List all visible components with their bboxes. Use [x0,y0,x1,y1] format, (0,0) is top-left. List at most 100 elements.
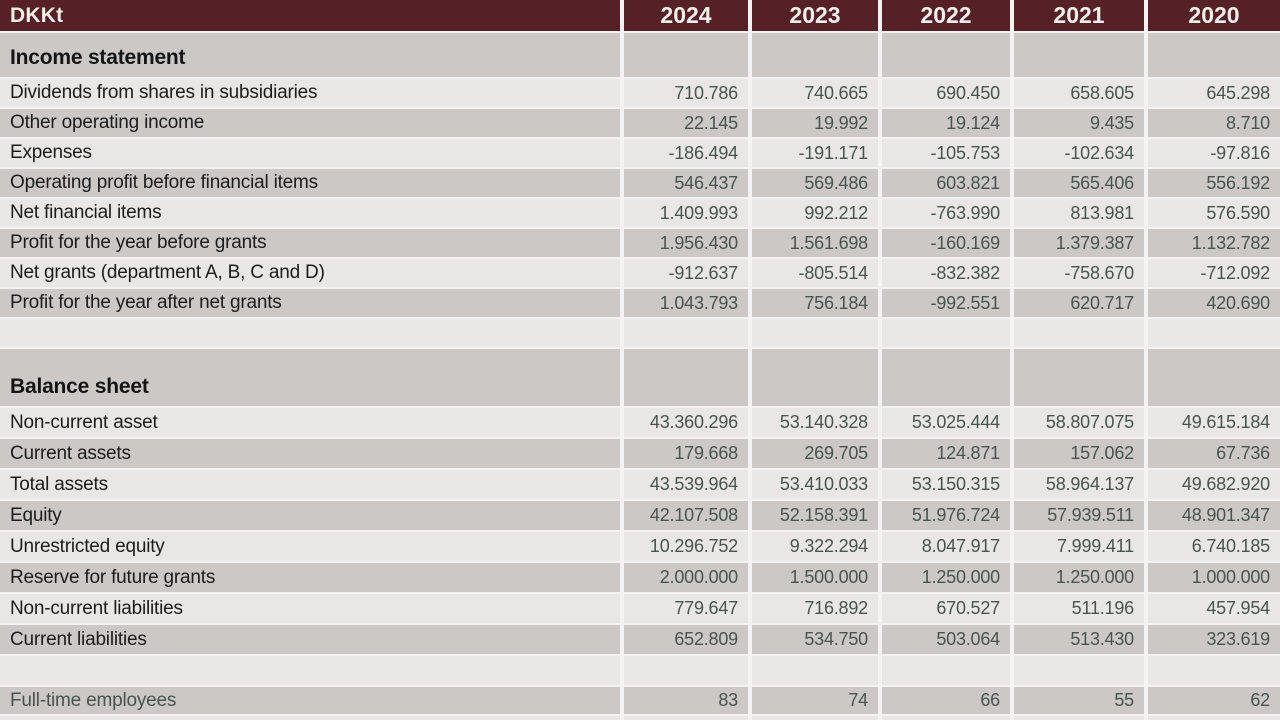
value-2022: -160.169 [882,229,1010,257]
year-column-2022: 2022 [882,0,1010,31]
value-2022: 124.871 [882,439,1010,468]
empty-cell [624,319,748,347]
value-2023: 52.158.391 [752,501,878,530]
value-2022: 19.124 [882,109,1010,137]
value-2023: 53.140.328 [752,408,878,437]
empty-cell [752,656,878,685]
row-label: Operating profit before financial items [0,169,620,197]
value-2022: 670.527 [882,594,1010,623]
value-2024: 43.360.296 [624,408,748,437]
row-label: Non-current asset [0,408,620,437]
empty-cell [0,319,620,347]
value-2023: 992.212 [752,199,878,227]
row-label: Current liabilities [0,625,620,654]
table-row-operating-profit: Operating profit before financial items … [0,169,1280,199]
value-2023: 756.184 [752,289,878,317]
value-2024: 10.296.752 [624,532,748,561]
table-row-other-operating-income: Other operating income 22.145 19.992 19.… [0,109,1280,139]
value-2021: 511.196 [1014,594,1144,623]
value-2022: 8.047.917 [882,532,1010,561]
empty-cell [1014,656,1144,685]
value-2021: -102.634 [1014,139,1144,167]
value-2022: 1.250.000 [882,563,1010,592]
value-2021: 658.605 [1014,79,1144,107]
value-2023: 569.486 [752,169,878,197]
value-2023: 74 [752,687,878,714]
empty-cell [1014,716,1144,720]
table-header-row: DKKt 2024 2023 2022 2021 2020 [0,0,1280,33]
row-label: Net financial items [0,199,620,227]
value-2024: 22.145 [624,109,748,137]
empty-cell [1148,716,1280,720]
value-2023: 53.410.033 [752,470,878,499]
value-2023: 19.992 [752,109,878,137]
year-column-2021: 2021 [1014,0,1144,31]
table-row-expenses: Expenses -186.494 -191.171 -105.753 -102… [0,139,1280,169]
empty-cell [1014,33,1144,77]
value-2021: 813.981 [1014,199,1144,227]
value-2021: 157.062 [1014,439,1144,468]
unit-label: DKKt [0,0,620,31]
empty-cell [1148,33,1280,77]
value-2022: -992.551 [882,289,1010,317]
row-label: Non-current liabilities [0,594,620,623]
value-2021: 58.964.137 [1014,470,1144,499]
empty-cell [882,33,1010,77]
table-row-reserve-future-grants: Reserve for future grants 2.000.000 1.50… [0,563,1280,594]
value-2020: 8.710 [1148,109,1280,137]
spacer-row [0,656,1280,687]
value-2020: -712.092 [1148,259,1280,287]
value-2023: 716.892 [752,594,878,623]
value-2021: 620.717 [1014,289,1144,317]
table-row-dividends: Dividends from shares in subsidiaries 71… [0,79,1280,109]
value-2020: 576.590 [1148,199,1280,227]
value-2021: 513.430 [1014,625,1144,654]
value-2024: 1.409.993 [624,199,748,227]
empty-cell [882,716,1010,720]
value-2024: 179.668 [624,439,748,468]
value-2021: 565.406 [1014,169,1144,197]
value-2021: 7.999.411 [1014,532,1144,561]
value-2024: 83 [624,687,748,714]
row-label: Other operating income [0,109,620,137]
table-row-profit-before-grants: Profit for the year before grants 1.956.… [0,229,1280,259]
table-row-current-liabilities: Current liabilities 652.809 534.750 503.… [0,625,1280,656]
table-row-net-financial-items: Net financial items 1.409.993 992.212 -7… [0,199,1280,229]
table-row-profit-after-grants: Profit for the year after net grants 1.0… [0,289,1280,319]
section-title: Income statement [0,33,620,77]
empty-cell [624,656,748,685]
value-2021: 9.435 [1014,109,1144,137]
year-column-2024: 2024 [624,0,748,31]
value-2020: 1.000.000 [1148,563,1280,592]
row-label: Profit for the year before grants [0,229,620,257]
row-label: Total assets [0,470,620,499]
value-2020: 67.736 [1148,439,1280,468]
value-2022: -832.382 [882,259,1010,287]
value-2020: 49.682.920 [1148,470,1280,499]
empty-cell [1014,319,1144,347]
value-2024: 710.786 [624,79,748,107]
empty-cell [882,656,1010,685]
value-2020: 556.192 [1148,169,1280,197]
year-column-2020: 2020 [1148,0,1280,31]
empty-cell [1148,656,1280,685]
income-statement-section-header: Income statement [0,33,1280,79]
empty-cell [624,33,748,77]
table-row-full-time-employees: Full-time employees 83 74 66 55 62 [0,687,1280,716]
value-2022: 690.450 [882,79,1010,107]
row-label: Expenses [0,139,620,167]
value-2020: 457.954 [1148,594,1280,623]
value-2024: -186.494 [624,139,748,167]
table-row-non-current-liabilities: Non-current liabilities 779.647 716.892 … [0,594,1280,625]
value-2020: 1.132.782 [1148,229,1280,257]
value-2023: 269.705 [752,439,878,468]
value-2020: 62 [1148,687,1280,714]
value-2022: 53.150.315 [882,470,1010,499]
value-2020: 48.901.347 [1148,501,1280,530]
empty-cell [882,319,1010,347]
row-label: Net grants (department A, B, C and D) [0,259,620,287]
value-2023: -191.171 [752,139,878,167]
empty-cell [0,656,620,685]
value-2020: -97.816 [1148,139,1280,167]
